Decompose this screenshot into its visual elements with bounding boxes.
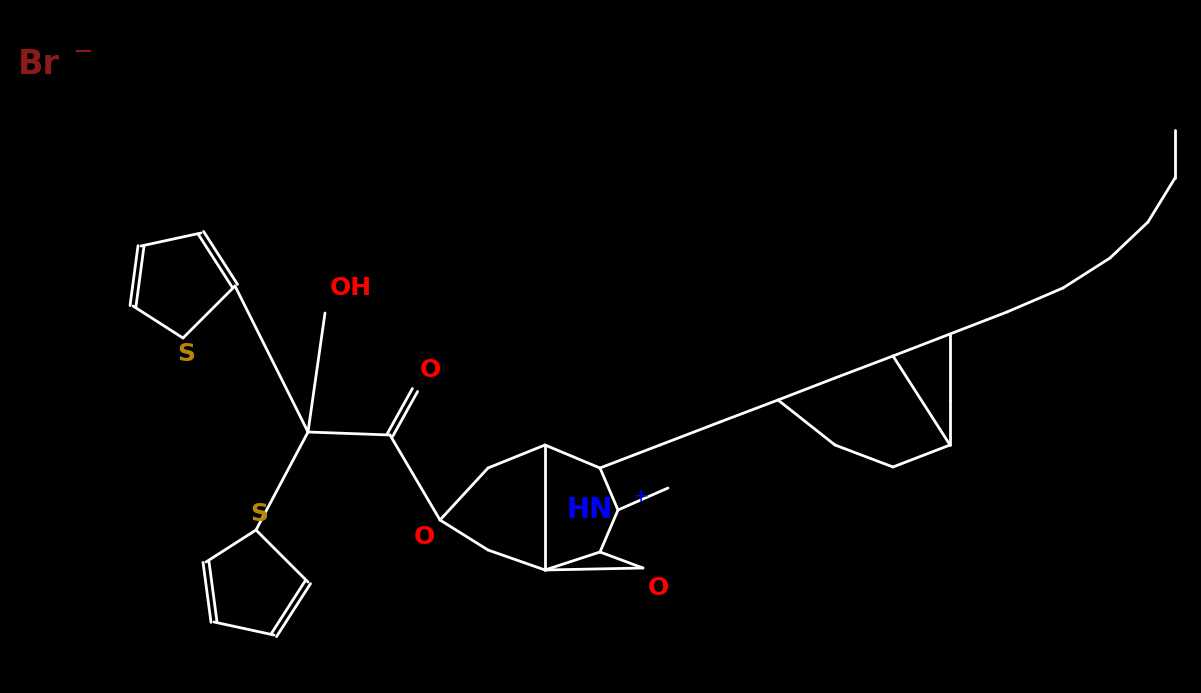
Text: −: − xyxy=(72,40,92,64)
Text: S: S xyxy=(250,502,268,526)
Text: OH: OH xyxy=(330,276,372,300)
Text: O: O xyxy=(649,576,669,600)
Text: Br: Br xyxy=(18,49,60,82)
Text: S: S xyxy=(177,342,195,366)
Text: O: O xyxy=(420,358,441,382)
Text: HN: HN xyxy=(567,496,613,524)
Text: +: + xyxy=(633,487,650,507)
Text: O: O xyxy=(414,525,435,549)
